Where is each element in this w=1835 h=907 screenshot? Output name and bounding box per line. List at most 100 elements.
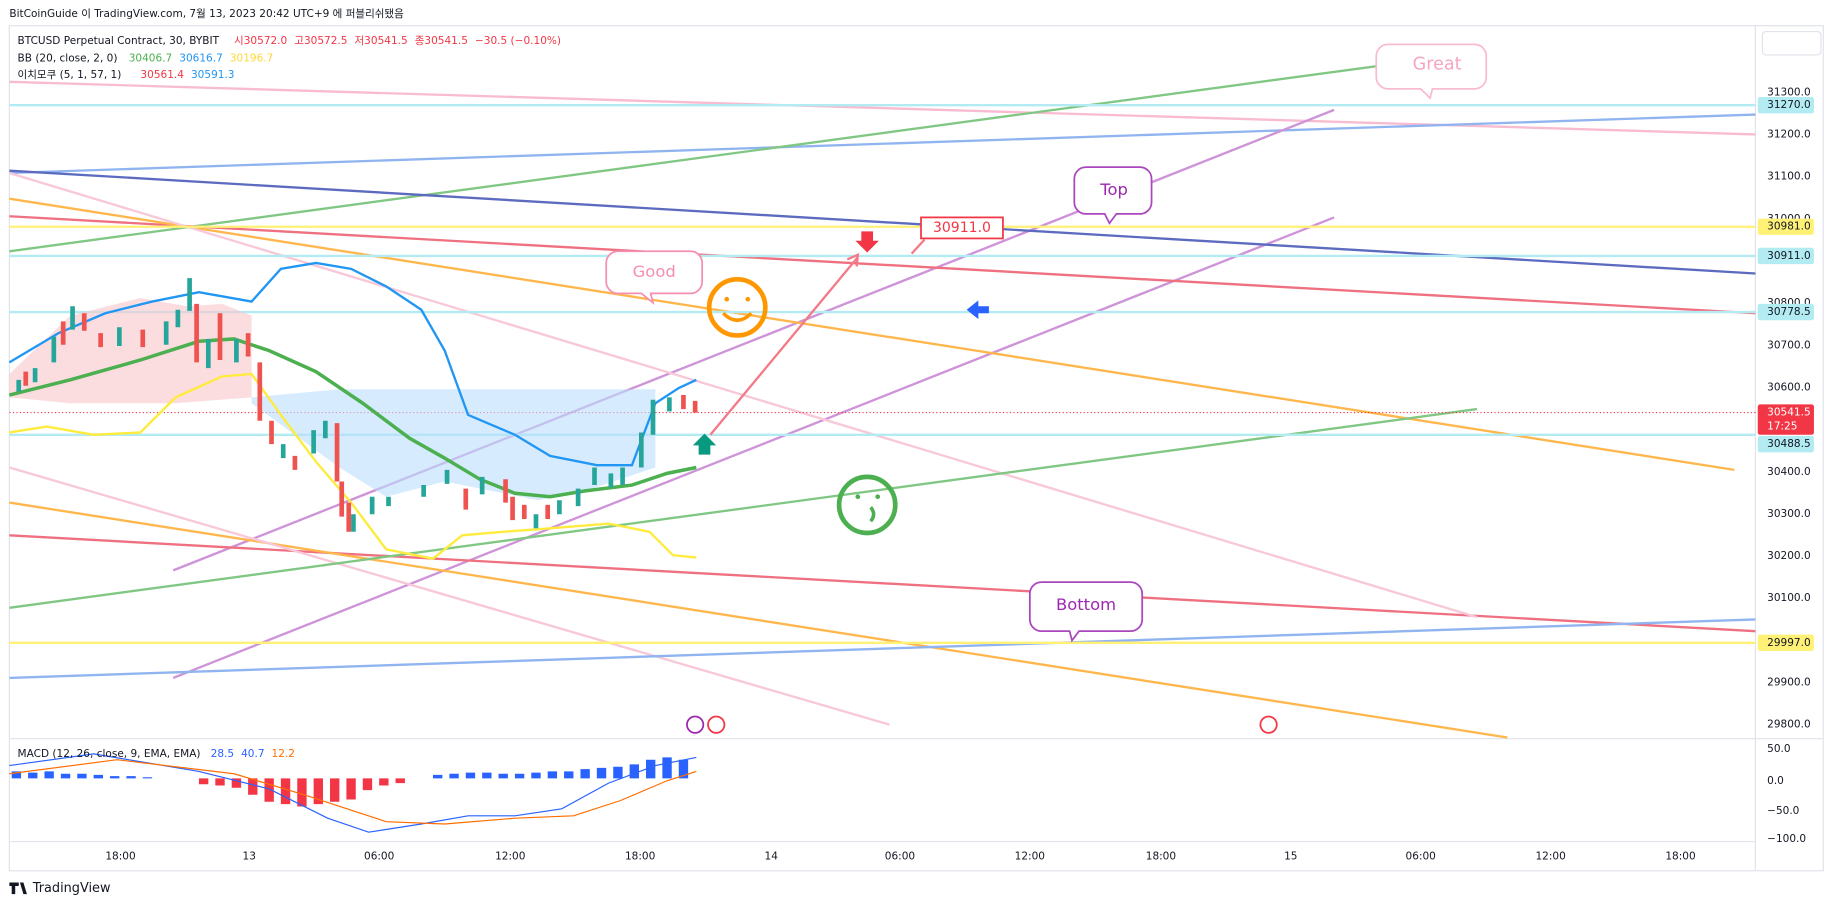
bubble — [605, 250, 704, 306]
price-tick: 31300.0 — [1767, 86, 1811, 98]
publish-info: BitCoinGuide 이 TradingView.com, 7월 13, 2… — [9, 8, 404, 20]
annotation: Top — [1099, 180, 1128, 199]
bubbles — [605, 43, 1488, 643]
countdown: 17:25 — [1767, 421, 1797, 433]
arrow-head — [846, 252, 860, 267]
price-tag-label: 30981.0 — [1767, 221, 1811, 233]
legend-value: 고30572.5 — [294, 35, 347, 47]
trend-line — [172, 216, 1335, 679]
eye — [855, 494, 861, 500]
logo-mark — [9, 882, 27, 895]
legend-value: 30406.7 — [129, 52, 173, 64]
eye — [745, 296, 751, 302]
price-tick: 30200.0 — [1767, 550, 1811, 562]
price-tick: 30100.0 — [1767, 592, 1811, 604]
down-arrow — [855, 231, 879, 253]
price-tag — [1757, 435, 1814, 453]
trend-line — [9, 407, 1478, 609]
event-icon — [1259, 715, 1278, 734]
price-tick: 30400.0 — [1767, 466, 1811, 478]
mouth — [869, 506, 876, 523]
eye — [724, 296, 730, 302]
trend-line — [9, 80, 1756, 136]
bb-basis — [8, 337, 697, 499]
price-tick: 31200.0 — [1767, 128, 1811, 140]
up-arrow — [692, 433, 717, 455]
price-tag-label: 30541.5 — [1767, 407, 1811, 419]
macd-line — [9, 753, 697, 833]
cloud — [9, 298, 252, 404]
trend-line — [9, 51, 1478, 253]
legend-value: 40.7 — [241, 748, 264, 760]
price-tag — [1757, 634, 1814, 652]
bb-upper — [8, 261, 697, 467]
time-tick: 12:00 — [495, 851, 525, 863]
price-tag-label: 31270.0 — [1767, 99, 1811, 111]
macd-hist-negative — [198, 778, 405, 807]
left-arrow — [966, 300, 989, 320]
event-icon — [686, 715, 705, 734]
price-tick: 31100.0 — [1767, 171, 1811, 183]
time-tick: 18:00 — [1665, 851, 1695, 863]
price-tag-label: 29997.0 — [1767, 637, 1811, 649]
price-tag — [1757, 97, 1814, 114]
price-tick: 30300.0 — [1767, 508, 1811, 520]
trend-line — [9, 197, 1735, 472]
macd-tick: −50.0 — [1767, 805, 1799, 817]
legend-value: 30591.3 — [191, 69, 235, 81]
macd-pane — [9, 753, 697, 833]
price-tag-label: 30778.5 — [1767, 306, 1811, 318]
time-tick: 14 — [765, 851, 779, 863]
price-tag — [1757, 247, 1814, 265]
macd-tick: 50.0 — [1767, 743, 1790, 755]
price-tag — [1757, 303, 1814, 321]
arrow — [709, 256, 859, 436]
price-tag — [1757, 218, 1814, 235]
legend-value: 30561.4 — [140, 69, 184, 81]
legend-value: 30616.7 — [179, 52, 223, 64]
ichimoku-cloud — [9, 298, 656, 501]
legend-value: 12.2 — [272, 748, 295, 760]
annotation: Good — [633, 262, 676, 281]
callout-line — [910, 238, 926, 255]
bb-label: BB (20, close, 2, 0) — [18, 52, 118, 64]
macd-tick: −100.0 — [1767, 833, 1806, 845]
time-tick: 18:00 — [105, 851, 135, 863]
price-tag — [1757, 404, 1814, 435]
bubble — [1028, 581, 1144, 643]
time-tick: 12:00 — [1015, 851, 1045, 863]
annotation: Bottom — [1056, 595, 1116, 614]
price-tick: 30700.0 — [1767, 339, 1811, 351]
trend-line — [9, 215, 1756, 315]
time-tick: 06:00 — [364, 851, 394, 863]
smiley — [706, 277, 768, 338]
time-tick: 12:00 — [1535, 851, 1565, 863]
macd-tick: 0.0 — [1767, 775, 1784, 787]
symbol: BTCUSD Perpetual Contract, 30, BYBIT — [18, 35, 220, 47]
eye — [875, 494, 881, 500]
legend-value: 28.5 — [211, 748, 234, 760]
annotation: 30911.0 — [933, 220, 991, 236]
time-tick: 18:00 — [625, 851, 655, 863]
price-tag-label: 30911.0 — [1767, 250, 1811, 262]
time-tick: 13 — [243, 851, 256, 863]
mouth — [721, 311, 753, 322]
price-tick: 29900.0 — [1767, 677, 1811, 689]
time-tick: 18:00 — [1146, 851, 1176, 863]
trend-line — [9, 618, 1756, 680]
legend-value: 종30541.5 — [415, 35, 468, 47]
widget-box — [1761, 30, 1822, 56]
price-tick: 30800.0 — [1767, 297, 1811, 309]
macd-label: MACD (12, 26, close, 9, EMA, EMA) — [18, 748, 201, 760]
trend-line — [9, 534, 1756, 633]
footer-logo: TradingView — [32, 881, 111, 896]
price-tick: 30600.0 — [1767, 381, 1811, 393]
time-tick: 15 — [1284, 851, 1297, 863]
annotation: Great — [1413, 54, 1462, 74]
trend-line — [9, 466, 890, 726]
bubble — [1073, 166, 1153, 225]
signal-line — [9, 759, 697, 825]
bubble — [1375, 43, 1488, 100]
legend-value: 저30541.5 — [355, 35, 408, 47]
